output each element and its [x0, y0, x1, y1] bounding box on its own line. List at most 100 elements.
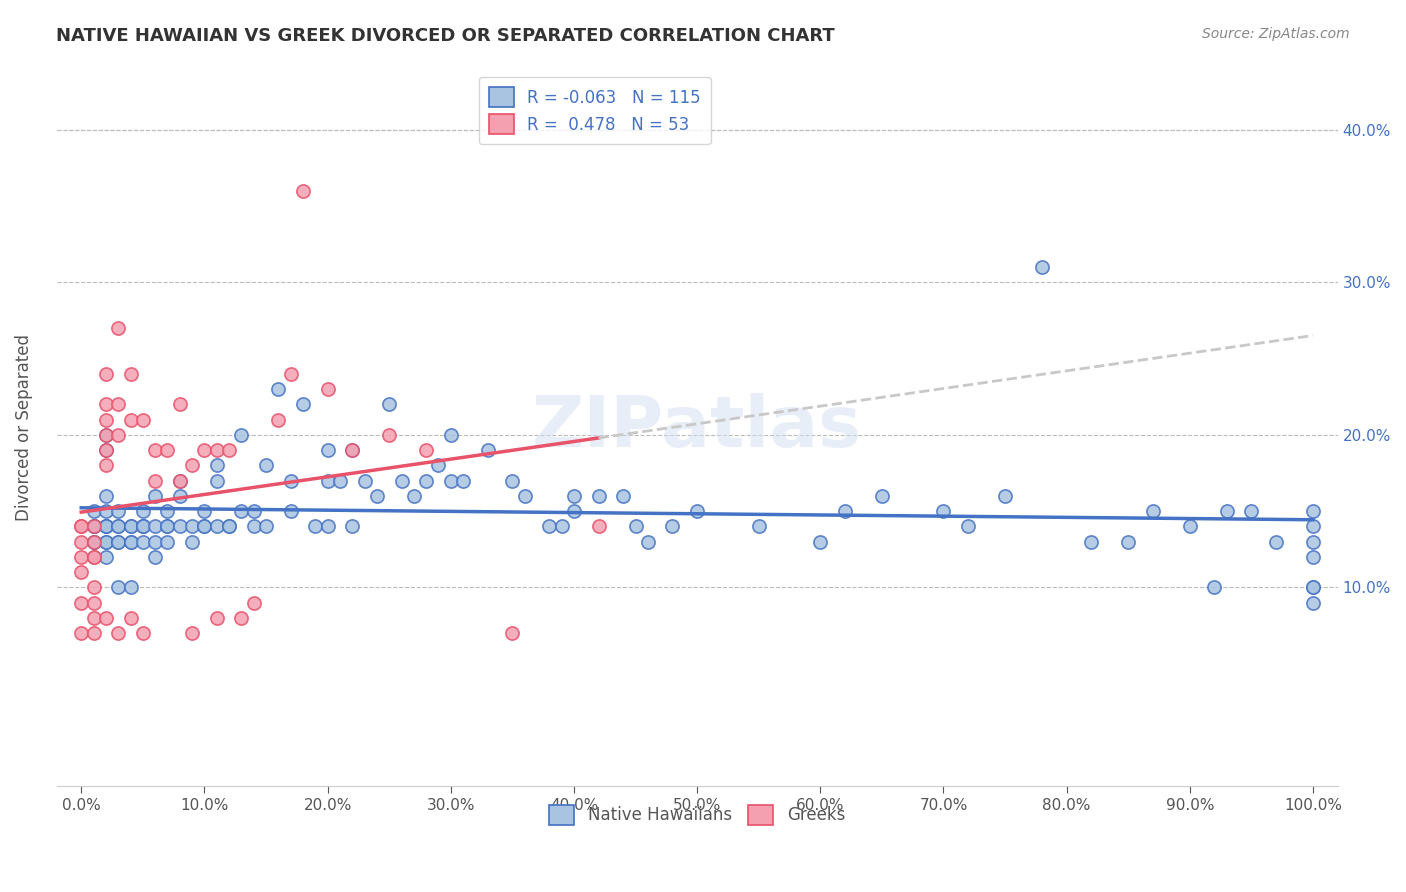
Point	[169, 474, 191, 488]
Point	[107, 534, 129, 549]
Y-axis label: Divorced or Separated: Divorced or Separated	[15, 334, 32, 521]
Point	[156, 519, 179, 533]
Point	[402, 489, 425, 503]
Point	[231, 427, 253, 442]
Point	[120, 534, 142, 549]
Point	[132, 519, 155, 533]
Point	[83, 519, 105, 533]
Point	[353, 474, 375, 488]
Point	[1178, 519, 1201, 533]
Point	[83, 534, 105, 549]
Point	[205, 443, 228, 458]
Point	[329, 474, 352, 488]
Point	[120, 534, 142, 549]
Point	[94, 519, 117, 533]
Point	[870, 489, 893, 503]
Point	[107, 397, 129, 411]
Point	[83, 596, 105, 610]
Point	[193, 519, 215, 533]
Point	[70, 534, 93, 549]
Point	[94, 489, 117, 503]
Point	[83, 611, 105, 625]
Point	[562, 504, 585, 518]
Point	[156, 534, 179, 549]
Point	[132, 626, 155, 640]
Point	[242, 596, 264, 610]
Point	[280, 504, 302, 518]
Point	[342, 443, 364, 458]
Point	[501, 474, 523, 488]
Point	[1031, 260, 1053, 274]
Point	[107, 321, 129, 335]
Point	[550, 519, 572, 533]
Point	[94, 534, 117, 549]
Text: NATIVE HAWAIIAN VS GREEK DIVORCED OR SEPARATED CORRELATION CHART: NATIVE HAWAIIAN VS GREEK DIVORCED OR SEP…	[56, 27, 835, 45]
Point	[143, 549, 166, 564]
Point	[588, 489, 610, 503]
Point	[316, 474, 339, 488]
Point	[132, 519, 155, 533]
Point	[391, 474, 413, 488]
Point	[83, 626, 105, 640]
Point	[83, 549, 105, 564]
Point	[513, 489, 536, 503]
Point	[83, 519, 105, 533]
Point	[156, 443, 179, 458]
Point	[612, 489, 634, 503]
Point	[1265, 534, 1288, 549]
Point	[70, 519, 93, 533]
Point	[70, 626, 93, 640]
Point	[637, 534, 659, 549]
Point	[94, 534, 117, 549]
Point	[415, 443, 437, 458]
Point	[218, 519, 240, 533]
Point	[686, 504, 709, 518]
Point	[169, 474, 191, 488]
Point	[70, 565, 93, 579]
Point	[624, 519, 647, 533]
Point	[205, 474, 228, 488]
Point	[94, 443, 117, 458]
Point	[94, 443, 117, 458]
Point	[267, 412, 290, 426]
Point	[242, 504, 264, 518]
Point	[218, 519, 240, 533]
Point	[218, 443, 240, 458]
Point	[94, 519, 117, 533]
Point	[231, 611, 253, 625]
Point	[1302, 534, 1324, 549]
Point	[94, 549, 117, 564]
Point	[156, 519, 179, 533]
Point	[316, 382, 339, 396]
Point	[231, 504, 253, 518]
Point	[181, 519, 204, 533]
Point	[181, 534, 204, 549]
Point	[280, 367, 302, 381]
Point	[451, 474, 474, 488]
Point	[107, 519, 129, 533]
Point	[193, 504, 215, 518]
Point	[477, 443, 499, 458]
Point	[342, 443, 364, 458]
Text: ZIPatlas: ZIPatlas	[531, 392, 862, 462]
Point	[1142, 504, 1164, 518]
Point	[588, 519, 610, 533]
Point	[94, 519, 117, 533]
Point	[254, 458, 277, 473]
Point	[94, 367, 117, 381]
Point	[316, 443, 339, 458]
Point	[83, 519, 105, 533]
Point	[808, 534, 831, 549]
Point	[120, 581, 142, 595]
Point	[501, 626, 523, 640]
Point	[120, 519, 142, 533]
Point	[1080, 534, 1102, 549]
Point	[70, 596, 93, 610]
Point	[120, 412, 142, 426]
Point	[83, 504, 105, 518]
Point	[94, 412, 117, 426]
Point	[169, 397, 191, 411]
Point	[169, 489, 191, 503]
Point	[193, 443, 215, 458]
Point	[94, 611, 117, 625]
